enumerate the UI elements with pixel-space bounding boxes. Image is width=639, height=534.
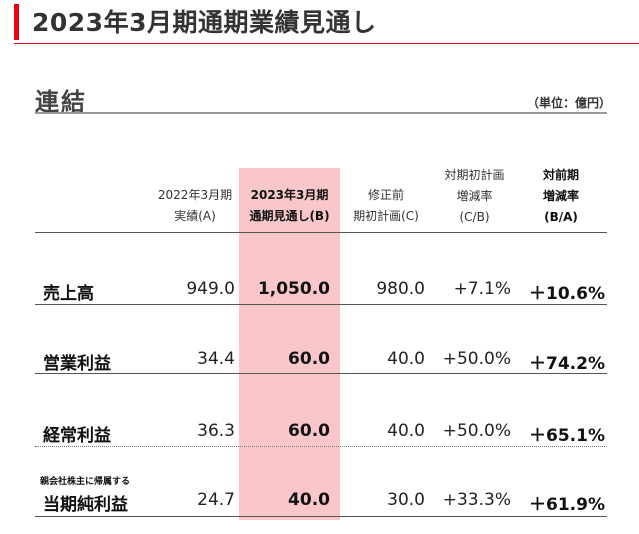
row-sales-col-a: 949.0: [186, 279, 235, 299]
section-title: 連結: [35, 88, 87, 116]
unit-label: （単位：億円）: [526, 96, 611, 110]
header-col-e-line2: 増減率: [542, 189, 579, 203]
header-col-a: 2022年3月期 実績(A): [150, 185, 240, 227]
page-title: 2023年3月期通期業績見通し: [32, 8, 377, 37]
header-col-a-line2: 実績(A): [174, 209, 216, 223]
row-rule-2: [35, 373, 607, 374]
row-ordinary-col-e: ＋65.1%: [529, 426, 605, 446]
title-divider: [14, 43, 639, 44]
row-sales-col-e: ＋10.6%: [529, 284, 605, 304]
header-col-a-line1: 2022年3月期: [157, 188, 233, 202]
row-ordinary-col-a: 36.3: [197, 421, 235, 441]
row-net-col-b: 40.0: [288, 490, 330, 510]
forecast-column-highlight: [239, 168, 340, 520]
row-sales-col-d: +7.1%: [453, 279, 511, 299]
row-operating-col-c: 40.0: [387, 349, 425, 369]
header-col-c: 修正前 期初計画(C): [342, 185, 430, 227]
row-label-net-income: 当期純利益: [43, 495, 128, 515]
row-operating-col-a: 34.4: [197, 349, 235, 369]
section-divider: [35, 112, 607, 114]
header-col-c-line1: 修正前: [367, 188, 404, 202]
row-rule-4: [35, 516, 607, 517]
row-ordinary-col-d: +50.0%: [442, 421, 511, 441]
row-ordinary-col-b: 60.0: [288, 421, 330, 441]
header-col-c-line2: 期初計画(C): [353, 209, 419, 223]
title-accent-bar: [14, 4, 19, 40]
row-ordinary-col-c: 40.0: [387, 421, 425, 441]
header-col-d-line2: 増減率: [456, 189, 493, 203]
row-operating-col-e: ＋74.2%: [529, 354, 605, 374]
row-rule-1: [35, 304, 607, 305]
header-col-d-line1: 対期初計画: [444, 168, 505, 182]
title-bar: 2023年3月期通期業績見通し: [0, 0, 639, 44]
header-col-d: 対期初計画 増減率 (C/B): [432, 165, 517, 228]
header-col-d-line3: (C/B): [459, 210, 490, 224]
header-col-e: 対前期 増減率 (B/A): [522, 165, 600, 228]
header-col-b: 2023年3月期 通期見通し(B): [239, 185, 340, 227]
row-operating-col-b: 60.0: [288, 349, 330, 369]
header-col-b-line1: 2023年3月期: [250, 188, 329, 202]
row-sales-col-c: 980.0: [376, 279, 425, 299]
row-label-ordinary-profit: 経常利益: [43, 426, 111, 446]
header-rule: [35, 232, 607, 233]
row-net-col-c: 30.0: [387, 490, 425, 510]
row-sublabel-net-income: 親会社株主に帰属する: [40, 477, 131, 487]
row-net-col-e: ＋61.9%: [529, 495, 605, 515]
row-operating-col-d: +50.0%: [442, 349, 511, 369]
header-col-e-line3: (B/A): [544, 210, 578, 224]
row-label-sales: 売上高: [43, 284, 94, 304]
row-net-col-d: +33.3%: [442, 490, 511, 510]
row-net-col-a: 24.7: [197, 490, 235, 510]
row-sales-col-b: 1,050.0: [257, 279, 330, 299]
header-col-b-line2: 通期見通し(B): [249, 209, 330, 223]
header-col-e-line1: 対前期: [542, 168, 579, 182]
row-rule-3: [35, 446, 607, 447]
row-label-operating-profit: 営業利益: [43, 354, 111, 374]
